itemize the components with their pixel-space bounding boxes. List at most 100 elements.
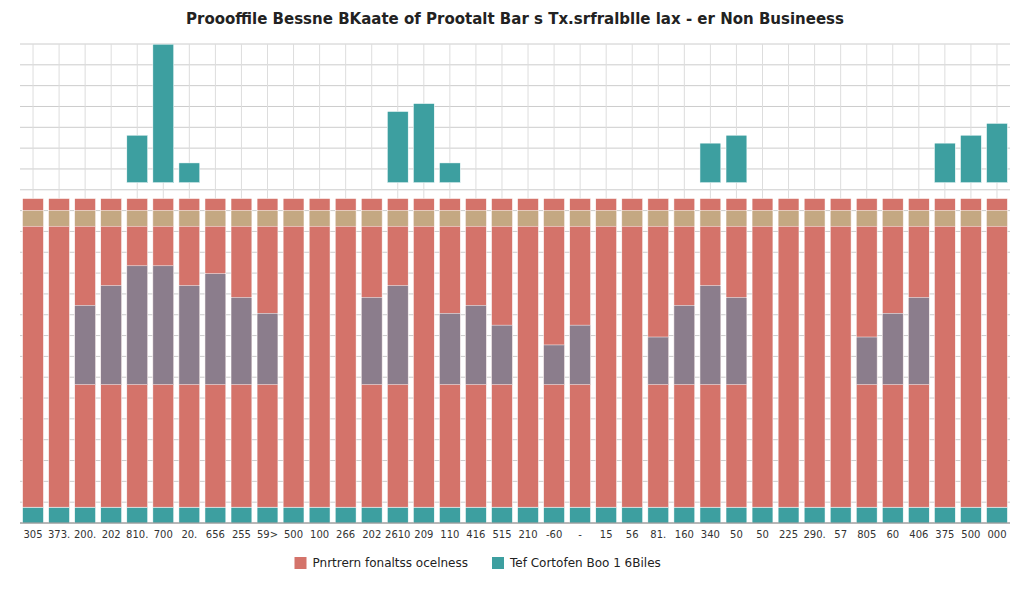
bar — [648, 182, 669, 183]
bar — [570, 325, 591, 384]
bar — [283, 210, 304, 226]
bar — [179, 163, 200, 183]
bar — [101, 210, 122, 226]
bar — [257, 182, 278, 183]
bar — [257, 210, 278, 226]
legend-swatch — [295, 557, 307, 569]
x-tick-label: 210 — [518, 529, 537, 540]
bar — [648, 210, 669, 226]
x-tick-label: 406 — [909, 529, 928, 540]
bar — [882, 210, 903, 226]
bar — [283, 384, 304, 385]
bar — [439, 199, 460, 508]
x-tick-label: 255 — [232, 529, 251, 540]
x-axis: 305373.200.202810.70020.65625559>5001002… — [23, 529, 1006, 540]
bar — [413, 104, 434, 183]
bar — [309, 210, 330, 226]
bar — [179, 199, 200, 508]
x-tick-label: 110 — [440, 529, 459, 540]
bar — [49, 384, 70, 385]
bar — [466, 199, 487, 508]
bar — [752, 210, 773, 226]
bar — [492, 507, 513, 523]
bar — [804, 210, 825, 226]
bar — [205, 199, 226, 508]
bar — [387, 199, 408, 508]
bar — [387, 111, 408, 182]
series — [23, 199, 1008, 508]
bar — [752, 182, 773, 183]
bar — [518, 384, 539, 385]
x-tick-label: 202 — [102, 529, 121, 540]
bar — [518, 210, 539, 226]
bar — [752, 507, 773, 523]
bar — [153, 507, 174, 523]
x-tick-label: 416 — [466, 529, 485, 540]
bar — [413, 384, 434, 385]
bar — [961, 199, 982, 508]
x-tick-label: 266 — [336, 529, 355, 540]
bar — [205, 182, 226, 183]
title: Proooffile Bessne BKaate of Prootalt Bar… — [186, 10, 844, 28]
x-tick-label: - — [578, 529, 582, 540]
bar — [961, 384, 982, 385]
bar — [830, 199, 851, 508]
x-tick-label: 290. — [803, 529, 825, 540]
legend: Pnrtrern fonaltss ocelnessTef Cortofen B… — [295, 556, 661, 570]
bar — [622, 199, 643, 508]
x-tick-label: 000 — [987, 529, 1006, 540]
series — [75, 266, 930, 385]
bar — [309, 182, 330, 183]
legend-label: Tef Cortofen Boo 1 6Biles — [509, 556, 661, 570]
bar — [622, 210, 643, 226]
bar — [231, 507, 252, 523]
bar — [987, 507, 1008, 523]
bar — [674, 305, 695, 384]
bar — [413, 210, 434, 226]
bar — [75, 305, 96, 384]
bar — [934, 384, 955, 385]
bar — [127, 266, 148, 385]
bar — [908, 507, 929, 523]
bar — [309, 199, 330, 508]
bar — [518, 182, 539, 183]
bar — [882, 507, 903, 523]
x-tick-label: -60 — [546, 529, 562, 540]
bar — [75, 199, 96, 508]
bar — [518, 199, 539, 508]
bar — [179, 210, 200, 226]
x-tick-label: 700 — [154, 529, 173, 540]
bar — [101, 507, 122, 523]
bar — [101, 182, 122, 183]
bar — [544, 345, 565, 385]
bar — [622, 507, 643, 523]
x-tick-label: 225 — [779, 529, 798, 540]
bar — [778, 507, 799, 523]
bar — [361, 297, 382, 384]
bar — [700, 286, 721, 385]
bar — [205, 507, 226, 523]
bar — [961, 210, 982, 226]
bar — [439, 313, 460, 384]
bar — [961, 507, 982, 523]
bar — [648, 199, 669, 508]
bar — [908, 297, 929, 384]
bar — [987, 199, 1008, 508]
bar — [596, 210, 617, 226]
bar — [23, 507, 44, 523]
bar — [518, 507, 539, 523]
bar — [934, 199, 955, 508]
bar — [153, 44, 174, 182]
bar — [570, 210, 591, 226]
bar — [75, 507, 96, 523]
grid-line — [20, 523, 1010, 524]
bar — [700, 199, 721, 508]
bar — [179, 286, 200, 385]
bar — [49, 182, 70, 183]
bar — [726, 135, 747, 182]
bar — [778, 199, 799, 508]
bar — [700, 210, 721, 226]
bar — [908, 199, 929, 508]
series — [127, 44, 1008, 182]
bar — [752, 384, 773, 385]
